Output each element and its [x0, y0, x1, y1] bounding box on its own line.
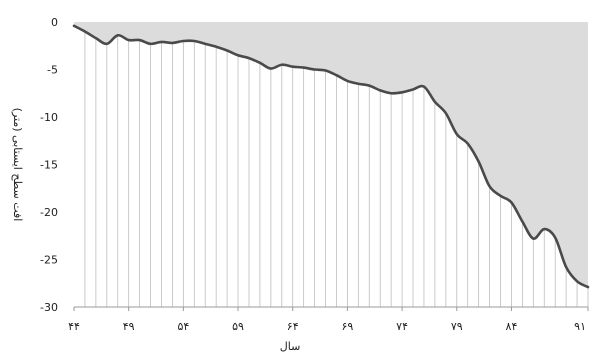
x-tick-label: ۷۴ [396, 320, 408, 333]
y-tick-label: -20 [40, 206, 58, 219]
x-tick-label: ۵۹ [232, 320, 244, 333]
y-tick-label: -10 [40, 111, 58, 124]
grid-lines [84, 31, 589, 307]
x-tick-label: ۷۹ [451, 320, 463, 333]
x-tick-label: ۶۴ [287, 320, 299, 333]
x-tick-label: ۴۴ [68, 320, 80, 333]
y-axis-ticks: 0 -5 -10 -15 -20 -25 -30 [40, 16, 58, 314]
x-tick-label: ۴۹ [123, 320, 135, 333]
x-tick-label: ۹۱ [574, 320, 586, 333]
area-fill [74, 22, 588, 288]
x-tick-label: ۸۴ [506, 320, 518, 333]
y-tick-label: -5 [47, 64, 58, 77]
y-tick-label: -30 [40, 301, 58, 314]
series-line [72, 24, 590, 289]
y-axis-title: افت سطح ایستابی (متر) [11, 108, 24, 222]
y-tick-label: -15 [40, 159, 58, 172]
x-tick-label: ۶۹ [341, 320, 353, 333]
y-tick-label: -25 [40, 254, 58, 267]
y-tick-label: 0 [51, 16, 58, 29]
x-tick-label: ۵۴ [177, 320, 189, 333]
x-axis-title: سال [280, 340, 301, 353]
x-axis-ticks: ۴۴ ۴۹ ۵۴ ۵۹ ۶۴ ۶۹ ۷۴ ۷۹ ۸۴ ۹۱ [68, 307, 589, 333]
